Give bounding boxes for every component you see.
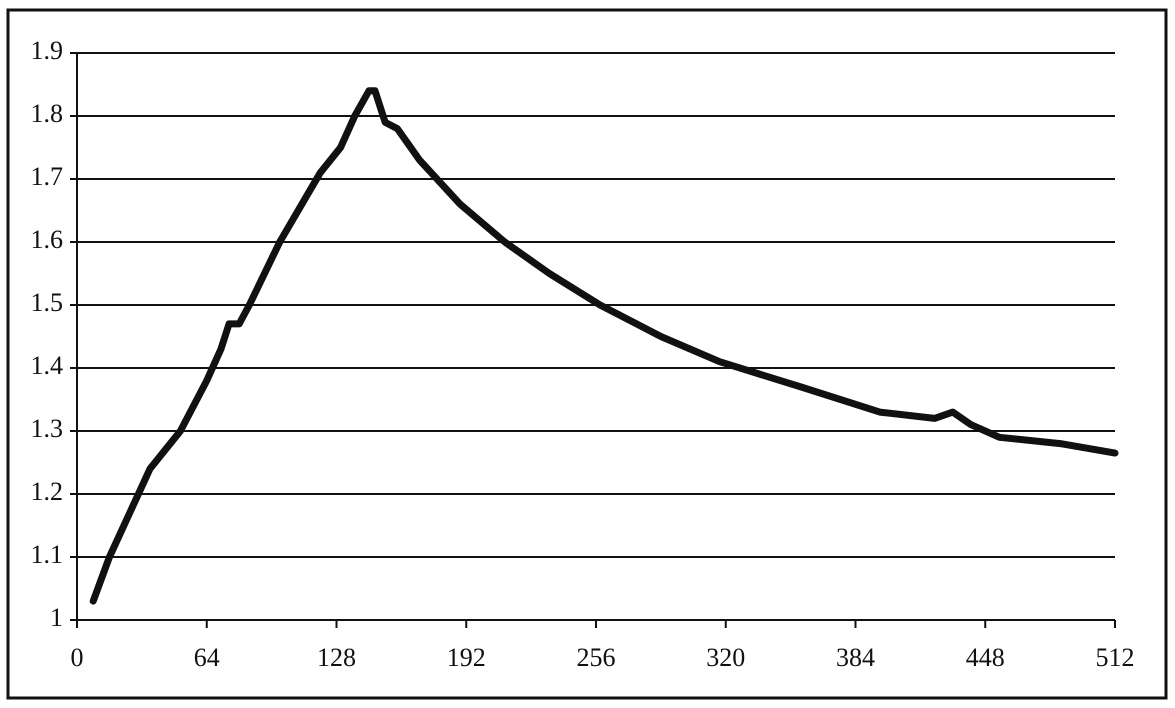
y-tick-label: 1.6 [31, 225, 64, 254]
x-tick-label: 320 [706, 643, 745, 672]
y-tick-label: 1.8 [31, 99, 64, 128]
x-tick-label: 192 [447, 643, 486, 672]
data-line [89, 87, 1119, 605]
chart-frame [6, 8, 1168, 700]
y-tick-label: 1.7 [31, 162, 64, 191]
x-tick-label: 384 [836, 643, 875, 672]
x-tick-label: 448 [966, 643, 1005, 672]
y-tick-label: 1.5 [31, 288, 64, 317]
x-tick-label: 0 [71, 643, 84, 672]
x-tick-label: 64 [194, 643, 220, 672]
x-tick-label: 128 [317, 643, 356, 672]
y-tick-label: 1.9 [31, 36, 64, 65]
y-tick-label: 1 [50, 603, 63, 632]
y-tick-label: 1.2 [31, 477, 64, 506]
y-tick-label: 1.3 [31, 414, 64, 443]
x-tick-label: 512 [1096, 643, 1135, 672]
x-tick-label: 256 [577, 643, 616, 672]
y-tick-label: 1.4 [31, 351, 64, 380]
y-tick-label: 1.1 [31, 540, 64, 569]
